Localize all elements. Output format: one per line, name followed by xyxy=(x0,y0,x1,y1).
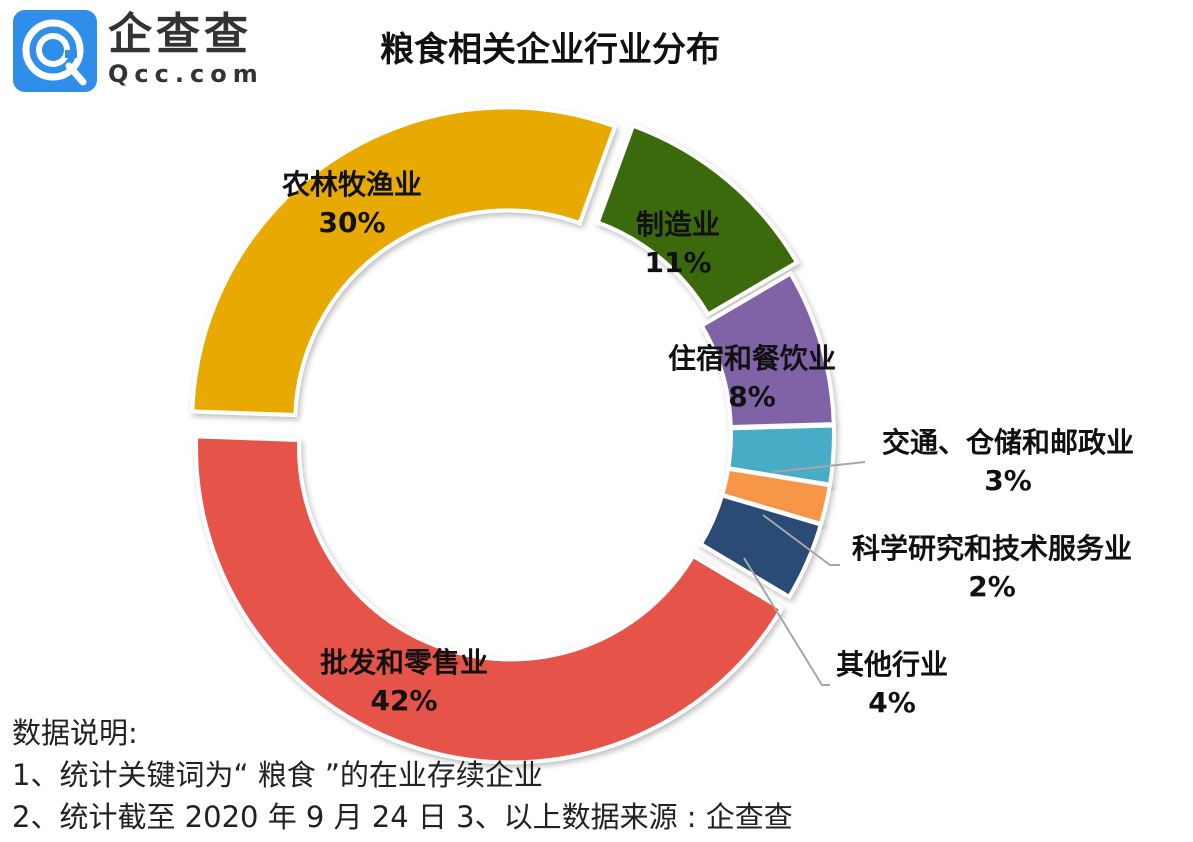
notes-line-1: 1、统计关键词为“ 粮食 ”的在业存续企业 xyxy=(12,758,543,792)
label-other: 其他行业 4% xyxy=(836,648,949,719)
slice-6 xyxy=(190,105,618,418)
slice-4 xyxy=(698,492,824,600)
notes-heading: 数据说明: xyxy=(12,716,138,750)
logo-name: 企查查 xyxy=(108,9,252,60)
leader-line-science xyxy=(762,514,840,566)
label-transport: 交通、仓储和邮政业 3% xyxy=(882,426,1135,497)
label-agriculture: 农林牧渔业 30% xyxy=(282,168,423,239)
leader-line-transport xyxy=(772,461,866,473)
logo-domain: Qcc.com xyxy=(108,60,264,88)
notes-line-2: 2、统计截至 2020 年 9 月 24 日 3、以上数据来源 : 企查查 xyxy=(12,800,793,834)
slice-0 xyxy=(595,123,800,318)
label-hospitality: 住宿和餐饮业 8% xyxy=(668,342,837,413)
leader-line-other xyxy=(743,557,830,686)
label-science: 科学研究和技术服务业 2% xyxy=(852,532,1133,603)
label-wholesale: 批发和零售业 42% xyxy=(320,646,489,717)
chart-title: 粮食相关企业行业分布 xyxy=(380,30,720,70)
label-manufacturing: 制造业 11% xyxy=(636,208,721,279)
data-notes: 数据说明: 1、统计关键词为“ 粮食 ”的在业存续企业 2、统计截至 2020 … xyxy=(12,712,793,838)
slice-5 xyxy=(194,434,785,765)
qcc-logo-icon xyxy=(13,10,97,92)
